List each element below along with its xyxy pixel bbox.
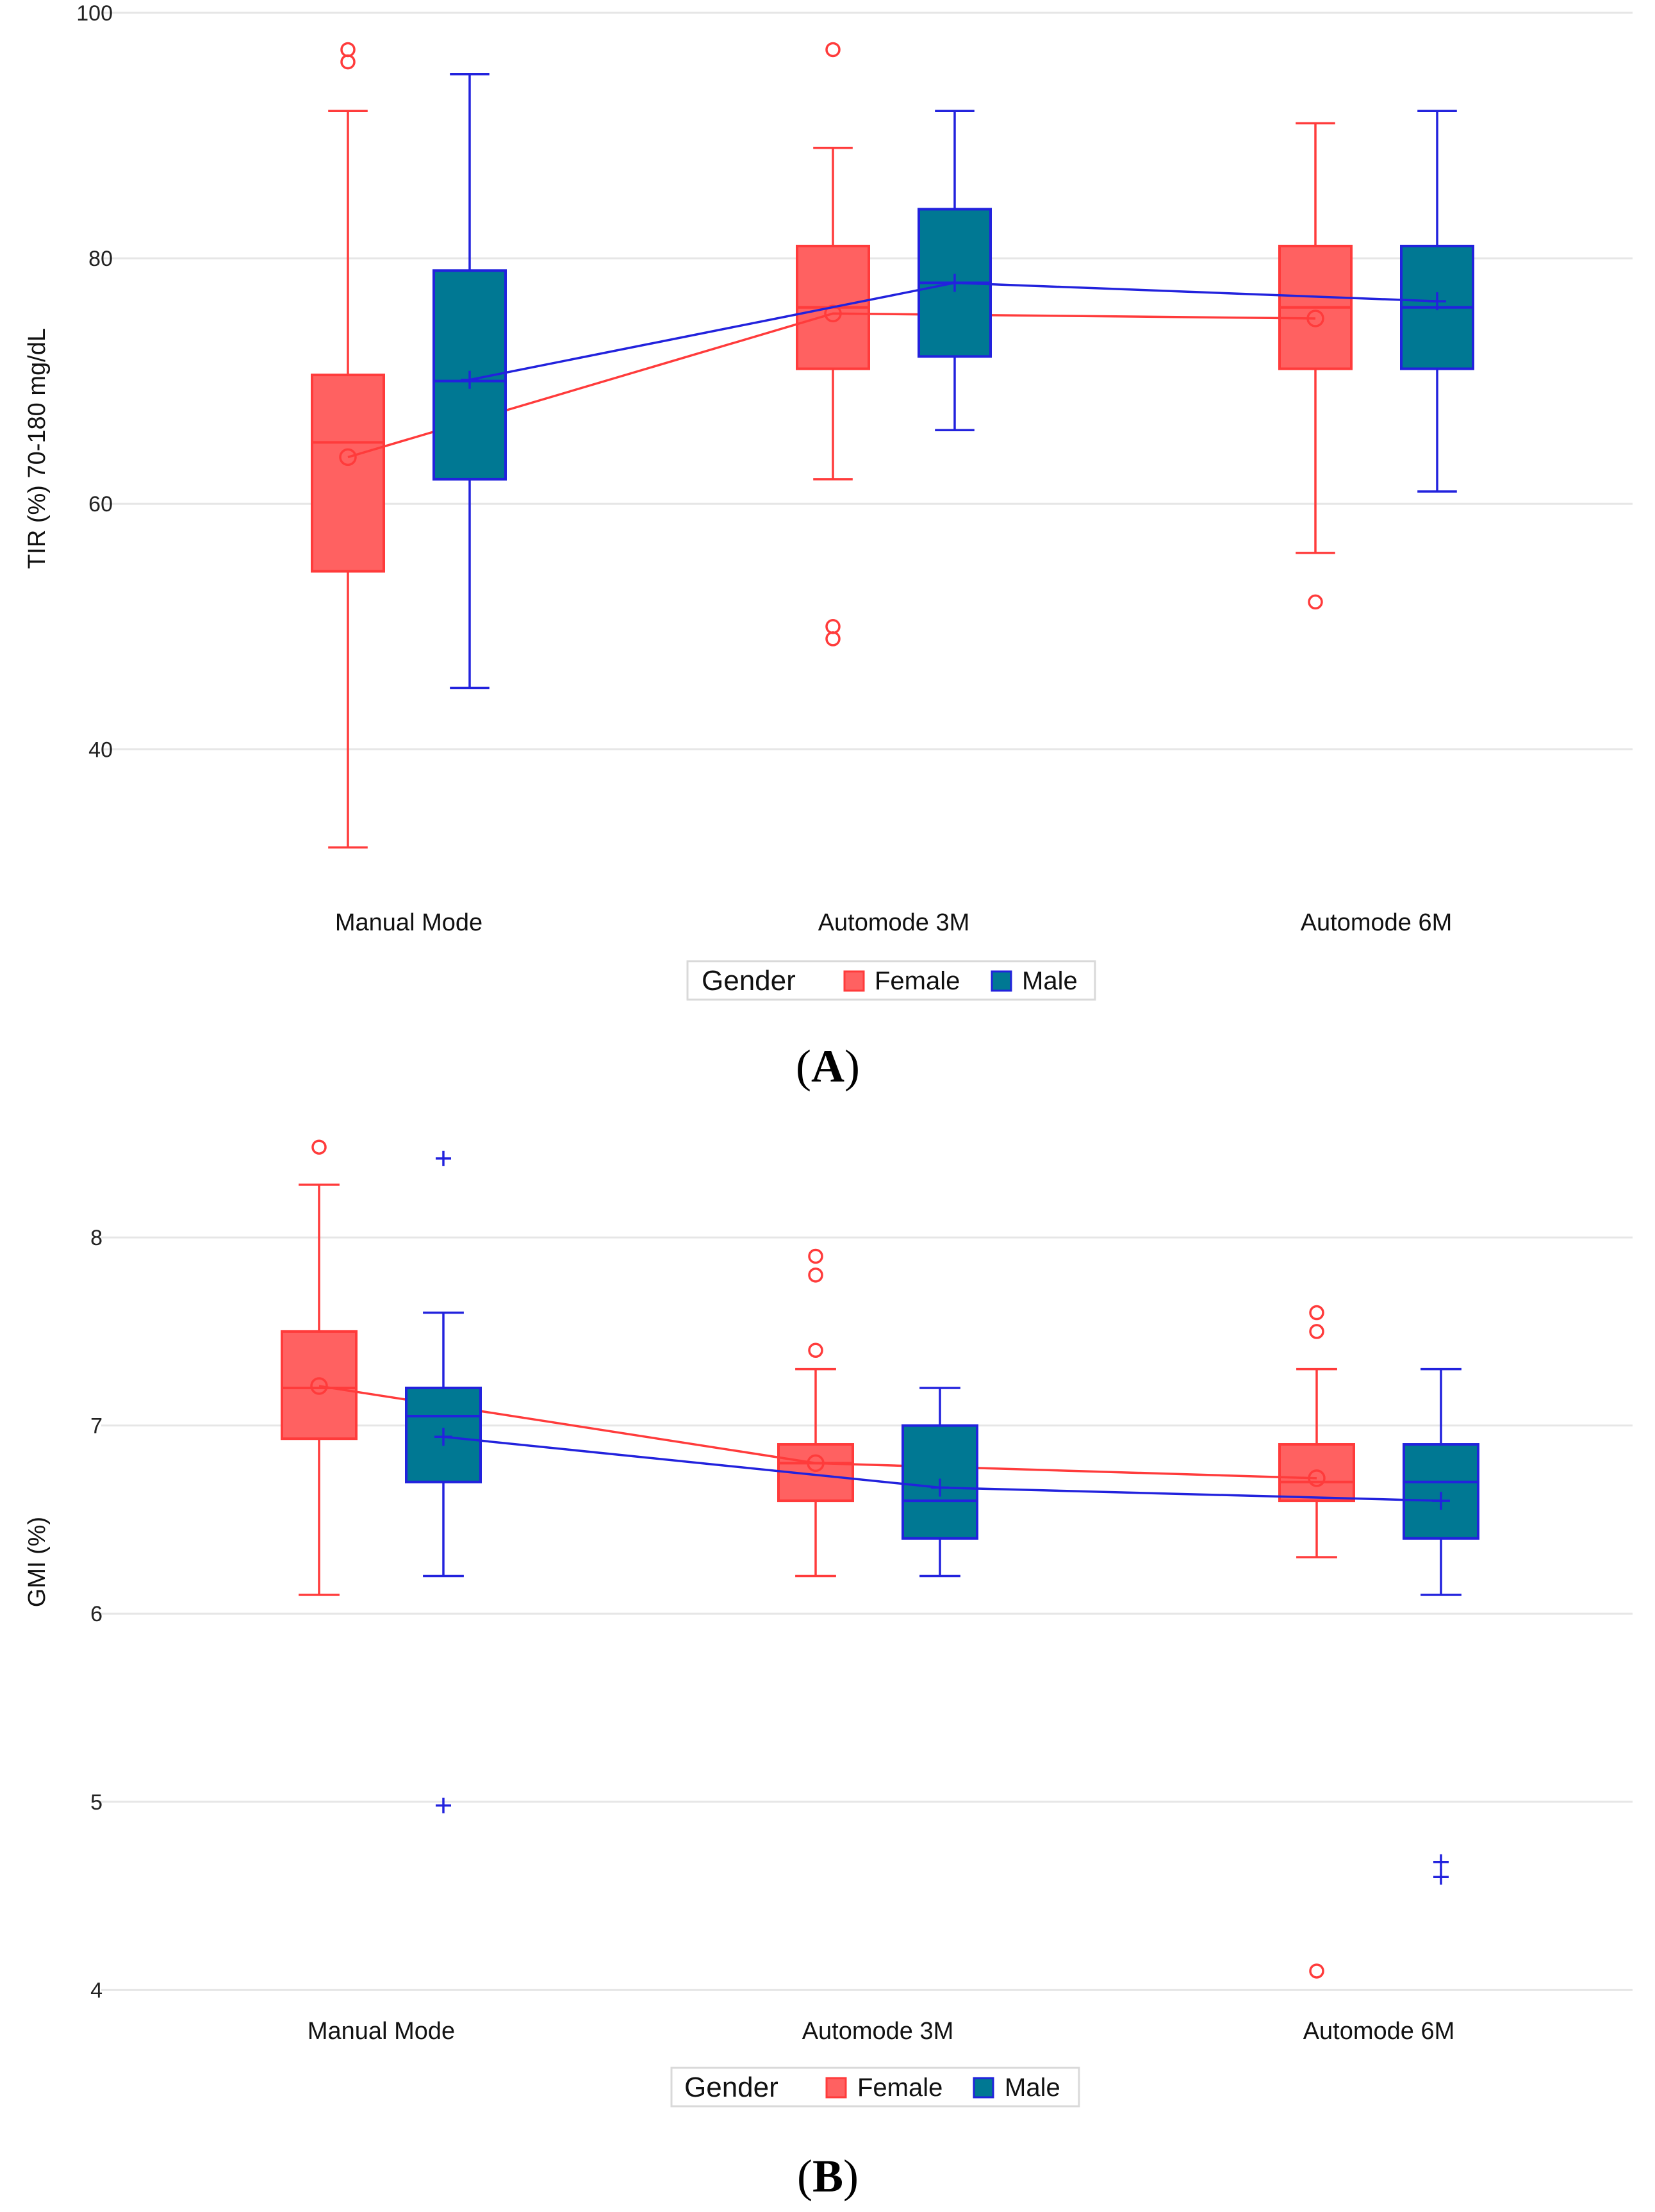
outlier-point (436, 1797, 451, 1813)
mean-marker (1428, 292, 1446, 311)
mean-marker (1308, 1469, 1326, 1487)
box-female (281, 1139, 358, 1596)
mean-marker (310, 1377, 328, 1395)
outlier-point (808, 1342, 823, 1358)
box-female (777, 1248, 854, 1578)
y-tick-label: 100 (76, 1, 113, 26)
legend-label-male: Male (1005, 2074, 1060, 2102)
box-female (311, 42, 385, 849)
outlier-point (808, 1248, 823, 1264)
x-category-label: Manual Mode (335, 909, 482, 936)
outlier-point (340, 42, 356, 58)
series-male (405, 1150, 1479, 1885)
legend-frame (686, 960, 1096, 1001)
box-iqr (311, 374, 385, 573)
mean-marker (824, 304, 842, 323)
y-tick-label: 8 (90, 1226, 103, 1250)
panel-label: (A) (796, 1041, 860, 1092)
legend-title: Gender (702, 965, 796, 996)
y-axis-label: TIR (%) 70-180 mg/dL (24, 328, 51, 569)
box-female (1278, 1305, 1355, 1979)
box-male (1403, 1367, 1479, 1885)
box-female (796, 42, 870, 647)
panel-label: (B) (797, 2150, 859, 2202)
x-category-label: Manual Mode (308, 2018, 455, 2045)
box-male (918, 110, 992, 432)
legend-label-female: Female (875, 967, 960, 995)
y-tick-label: 5 (90, 1790, 103, 1815)
box-female (1278, 122, 1353, 610)
legend-label-female: Female (857, 2074, 943, 2102)
mean-line-female (347, 312, 1316, 459)
mean-marker (931, 1478, 949, 1497)
box-iqr (281, 1330, 358, 1440)
panel-letter: B (812, 2150, 843, 2202)
outlier-point (1433, 1854, 1449, 1870)
legend-label-male: Male (1022, 967, 1078, 995)
mean-marker (807, 1454, 825, 1473)
series-male (432, 73, 1474, 689)
outlier-point (1309, 1324, 1324, 1339)
x-category-label: Automode 3M (802, 2018, 954, 2045)
outlier-point (1309, 1305, 1324, 1321)
y-tick-label: 4 (90, 1978, 103, 2002)
y-tick-label: 60 (88, 492, 113, 516)
legend: Gender Female Male (686, 960, 1096, 1001)
outlier-point (825, 42, 841, 58)
mean-marker (434, 1428, 452, 1446)
y-tick-label: 40 (88, 738, 113, 762)
outlier-point (311, 1139, 327, 1155)
legend-swatch-male (973, 2077, 994, 2099)
legend-swatch-female (843, 970, 865, 992)
mean-marker (339, 448, 357, 466)
panel-a: 40 60 80 100 TIR (%) 70-180 mg/dL Manual Mode… (24, 1, 1633, 1092)
legend-swatch-female (825, 2077, 847, 2099)
panel-b: 4 5 6 7 8 GMI (%) Manual Mode Automode 3M Automo… (24, 1139, 1633, 2202)
x-category-label: Automode 6M (1303, 2018, 1455, 2045)
mean-marker (1306, 310, 1324, 327)
legend-frame (670, 2067, 1080, 2108)
outlier-point (436, 1150, 451, 1166)
box-iqr (1403, 1443, 1479, 1540)
y-tick-label: 80 (88, 247, 113, 271)
outlier-point (1308, 594, 1323, 610)
outlier-point (825, 618, 841, 634)
legend: Gender Female Male (670, 2067, 1080, 2108)
x-category-label: Automode 6M (1301, 909, 1453, 936)
box-male (405, 1150, 482, 1813)
outlier-point (340, 54, 356, 70)
x-category-label: Automode 3M (818, 909, 970, 936)
outlier-point (1309, 1963, 1324, 1979)
series-female (311, 42, 1353, 849)
legend-title: Gender (684, 2072, 778, 2103)
y-tick-label: 6 (90, 1602, 103, 1626)
mean-marker (946, 274, 964, 292)
legend-swatch-male (991, 970, 1012, 992)
y-tick-label: 7 (90, 1414, 103, 1439)
panel-letter: A (811, 1041, 844, 1092)
y-axis-label: GMI (%) (24, 1517, 51, 1607)
outlier-point (808, 1267, 823, 1283)
outlier-point (1433, 1869, 1449, 1885)
outlier-point (825, 631, 841, 647)
mean-marker (461, 370, 479, 389)
mean-line-female (318, 1385, 1317, 1480)
mean-marker (1432, 1492, 1450, 1510)
box-iqr (1278, 1443, 1355, 1503)
